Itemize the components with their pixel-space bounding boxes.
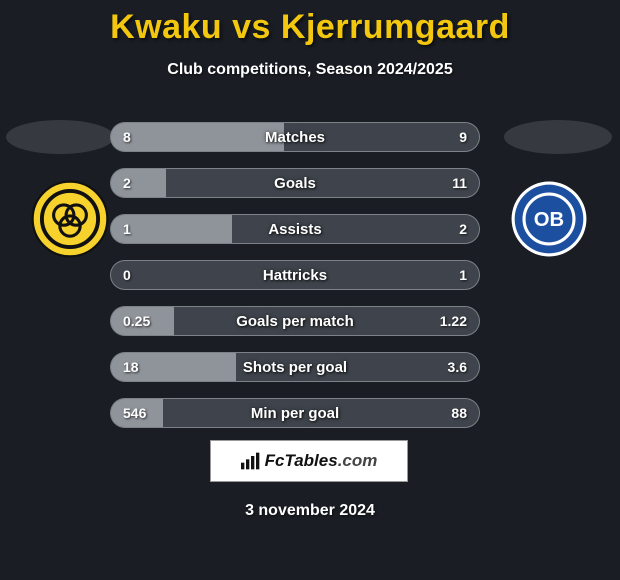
logo-text: FcTables.com [265, 451, 378, 471]
date-text: 3 november 2024 [0, 502, 620, 520]
fctables-logo[interactable]: FcTables.com [210, 440, 408, 482]
stat-row: 01Hattricks [110, 260, 480, 290]
club-badge-left [31, 180, 109, 258]
bar-fill-left [111, 215, 232, 243]
club-badge-right: OB [510, 180, 588, 258]
shadow-ellipse-left [6, 120, 114, 154]
subtitle: Club competitions, Season 2024/2025 [0, 61, 620, 79]
logo-text-suffix: .com [338, 451, 378, 470]
bar-fill-right [163, 399, 479, 427]
player-1-name: Kwaku [110, 8, 222, 46]
bar-fill-left [111, 123, 284, 151]
title-vs: vs [222, 8, 281, 46]
bar-fill-right [111, 261, 479, 289]
bar-fill-right [232, 215, 479, 243]
bar-fill-left [111, 169, 166, 197]
stats-bars: 89Matches 211Goals 12Assists 01Hattricks 0.2… [110, 122, 480, 444]
chart-icon [241, 452, 261, 470]
svg-text:OB: OB [534, 209, 564, 231]
content-wrapper: Kwaku vs Kjerrumgaard Club competitions,… [0, 0, 620, 580]
bar-fill-left [111, 399, 163, 427]
page-title: Kwaku vs Kjerrumgaard [0, 0, 620, 47]
stat-row: 211Goals [110, 168, 480, 198]
logo-text-main: FcTables [265, 451, 338, 470]
horsens-badge-icon [31, 180, 109, 258]
stat-row: 183.6Shots per goal [110, 352, 480, 382]
bar-fill-right [174, 307, 479, 335]
bar-fill-right [284, 123, 479, 151]
ob-badge-icon: OB [510, 180, 588, 258]
bar-fill-right [236, 353, 479, 381]
bar-fill-right [166, 169, 479, 197]
bar-fill-left [111, 353, 236, 381]
stat-row: 89Matches [110, 122, 480, 152]
shadow-ellipse-right [504, 120, 612, 154]
stat-row: 0.251.22Goals per match [110, 306, 480, 336]
stat-row: 12Assists [110, 214, 480, 244]
stat-row: 54688Min per goal [110, 398, 480, 428]
bar-fill-left [111, 307, 174, 335]
player-2-name: Kjerrumgaard [281, 8, 510, 46]
